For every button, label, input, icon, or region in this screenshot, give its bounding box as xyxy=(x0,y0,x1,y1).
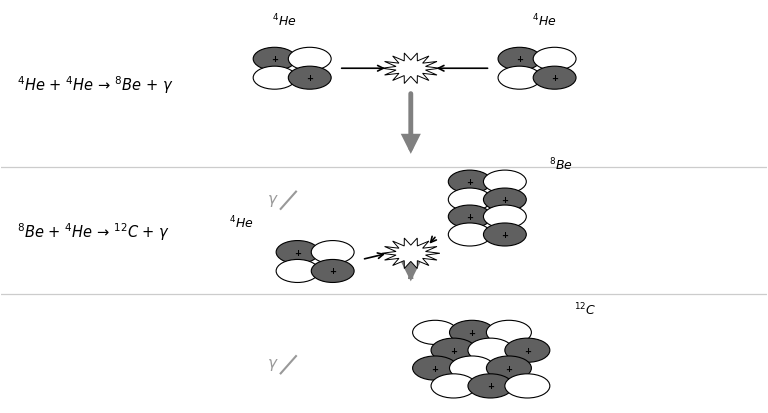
Text: +: + xyxy=(524,346,531,355)
Circle shape xyxy=(483,223,526,247)
Circle shape xyxy=(468,338,513,363)
Circle shape xyxy=(311,241,354,264)
Text: +: + xyxy=(466,213,473,221)
Text: +: + xyxy=(432,364,439,373)
Circle shape xyxy=(449,223,492,247)
Circle shape xyxy=(483,171,526,194)
Text: $^{12}$C: $^{12}$C xyxy=(574,301,597,318)
Text: $^4$He: $^4$He xyxy=(272,13,296,30)
Polygon shape xyxy=(382,238,440,269)
Text: +: + xyxy=(468,328,475,337)
Text: +: + xyxy=(502,230,508,240)
Circle shape xyxy=(533,48,576,71)
Circle shape xyxy=(505,374,550,398)
Text: +: + xyxy=(329,267,336,276)
Circle shape xyxy=(449,189,492,211)
Circle shape xyxy=(253,67,296,90)
Text: +: + xyxy=(271,55,278,64)
Text: +: + xyxy=(505,364,512,373)
Text: +: + xyxy=(502,196,508,204)
Circle shape xyxy=(412,320,458,344)
Circle shape xyxy=(288,48,331,71)
Circle shape xyxy=(412,356,458,380)
Text: +: + xyxy=(450,346,457,355)
Text: +: + xyxy=(466,178,473,187)
Circle shape xyxy=(276,241,319,264)
Circle shape xyxy=(449,171,492,194)
Circle shape xyxy=(505,338,550,363)
Text: +: + xyxy=(306,74,313,83)
Text: $^8$Be + $^4$He → $^{12}$C + γ: $^8$Be + $^4$He → $^{12}$C + γ xyxy=(17,220,170,242)
Polygon shape xyxy=(382,54,440,84)
Circle shape xyxy=(449,356,495,380)
Text: $^4$He: $^4$He xyxy=(532,13,557,30)
Text: $^4$He + $^4$He → $^8$Be + γ: $^4$He + $^4$He → $^8$Be + γ xyxy=(17,74,173,95)
Text: $^4$He: $^4$He xyxy=(230,214,254,231)
Circle shape xyxy=(288,67,331,90)
Circle shape xyxy=(468,374,513,398)
Circle shape xyxy=(486,320,531,344)
Circle shape xyxy=(449,206,492,228)
Text: $\gamma$: $\gamma$ xyxy=(267,192,279,208)
Text: $^8$Be: $^8$Be xyxy=(549,157,573,173)
Circle shape xyxy=(483,189,526,211)
Circle shape xyxy=(498,67,541,90)
Text: +: + xyxy=(487,382,494,390)
Circle shape xyxy=(498,48,541,71)
Circle shape xyxy=(311,260,354,283)
Circle shape xyxy=(483,206,526,228)
Circle shape xyxy=(449,320,495,344)
Circle shape xyxy=(276,260,319,283)
Circle shape xyxy=(431,374,476,398)
Text: +: + xyxy=(516,55,523,64)
Text: $\gamma$: $\gamma$ xyxy=(267,356,279,373)
Circle shape xyxy=(253,48,296,71)
Text: +: + xyxy=(551,74,558,83)
Circle shape xyxy=(533,67,576,90)
Circle shape xyxy=(431,338,476,363)
Circle shape xyxy=(486,356,531,380)
Text: +: + xyxy=(294,248,301,257)
